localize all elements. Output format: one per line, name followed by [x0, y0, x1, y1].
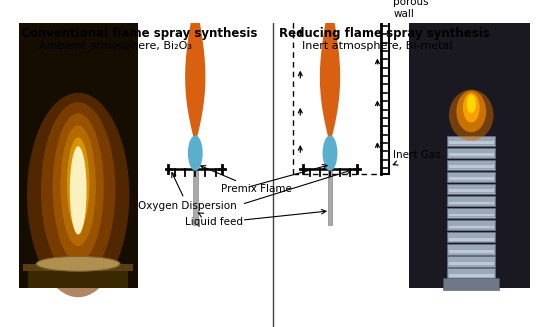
Bar — [449, 177, 493, 180]
Bar — [447, 148, 496, 158]
Bar — [447, 136, 496, 146]
Bar — [447, 160, 496, 170]
Bar — [449, 189, 493, 192]
Bar — [447, 256, 496, 267]
Text: Conventional flame spray synthesis: Conventional flame spray synthesis — [20, 27, 257, 40]
Ellipse shape — [466, 95, 476, 113]
Bar — [193, 167, 197, 225]
Bar — [449, 226, 493, 229]
Ellipse shape — [60, 125, 96, 246]
Bar — [449, 262, 493, 265]
Bar — [447, 184, 496, 194]
Ellipse shape — [449, 90, 493, 141]
Bar — [23, 264, 133, 271]
Ellipse shape — [36, 256, 120, 271]
Ellipse shape — [463, 93, 480, 123]
Bar — [447, 244, 496, 254]
Bar — [447, 172, 496, 182]
Ellipse shape — [41, 102, 116, 279]
Bar — [447, 268, 496, 279]
Bar — [449, 214, 493, 216]
Bar — [449, 250, 493, 253]
Ellipse shape — [70, 146, 86, 234]
Ellipse shape — [323, 135, 338, 171]
Polygon shape — [320, 0, 340, 144]
Bar — [447, 220, 496, 230]
Bar — [449, 153, 493, 156]
Bar — [328, 167, 332, 225]
Bar — [449, 141, 493, 144]
Bar — [447, 232, 496, 242]
Ellipse shape — [53, 113, 104, 262]
Text: Inert atmosphere, Bi-metal: Inert atmosphere, Bi-metal — [302, 41, 453, 51]
Bar — [449, 238, 493, 241]
Polygon shape — [185, 0, 205, 144]
Bar — [447, 208, 496, 218]
Ellipse shape — [456, 91, 486, 132]
Text: Ambient atmosphere, Bi₂O₃: Ambient atmosphere, Bi₂O₃ — [39, 41, 192, 51]
Bar — [449, 165, 493, 168]
Ellipse shape — [27, 93, 129, 297]
Bar — [449, 201, 493, 204]
Bar — [449, 274, 493, 277]
Bar — [28, 267, 128, 288]
Bar — [409, 23, 530, 288]
Bar — [19, 23, 138, 288]
Ellipse shape — [67, 137, 89, 230]
Text: Reducing flame spray synthesis: Reducing flame spray synthesis — [279, 27, 490, 40]
Bar — [447, 196, 496, 206]
Text: Liquid feed: Liquid feed — [185, 213, 243, 227]
Text: Premix Flame: Premix Flame — [201, 165, 292, 195]
Text: porous
wall: porous wall — [393, 0, 429, 19]
Text: Inert Gas: Inert Gas — [393, 150, 441, 165]
Bar — [443, 278, 499, 290]
Ellipse shape — [188, 135, 203, 171]
Text: Oxygen Dispersion: Oxygen Dispersion — [139, 173, 237, 211]
